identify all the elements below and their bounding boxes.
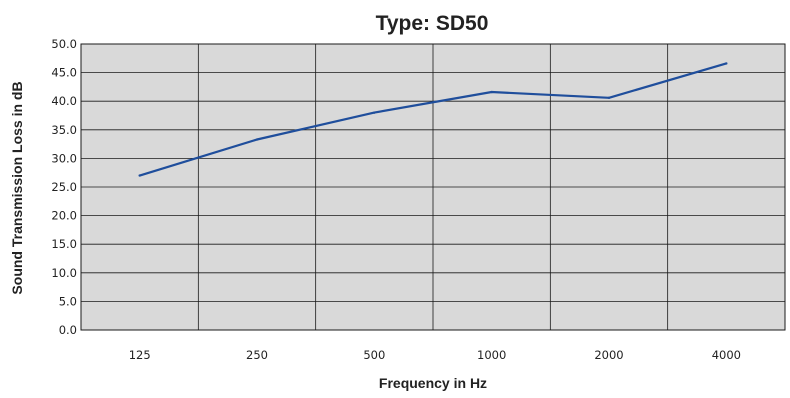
y-tick-label: 15.0 [51,237,77,251]
x-tick-label: 125 [129,348,151,362]
y-axis-label: Sound Transmission Loss in dB [9,81,25,294]
data-point [255,138,259,141]
chart-title: Type: SD50 [376,12,489,35]
data-point [607,96,611,99]
data-point [138,174,141,177]
y-tick-label: 5.0 [59,294,77,308]
data-point [373,111,376,114]
data-point [725,62,728,65]
y-tick-label: 20.0 [51,209,77,223]
y-axis-ticks: 0.0 5.0 10.0 15.0 20.0 25.0 30.0 35.0 40.0 45.0 50… [51,37,77,337]
y-tick-label: 10.0 [51,266,77,280]
y-tick-label: 25.0 [51,180,77,194]
data-point [490,90,493,94]
x-tick-label: 250 [246,348,268,362]
x-tick-label: 2000 [594,348,623,362]
y-tick-label: 0.0 [59,323,77,337]
x-axis-label: Frequency in Hz [379,375,487,391]
plot-area [80,43,786,331]
y-tick-label: 40.0 [51,94,77,108]
y-tick-label: 45.0 [51,66,77,80]
y-tick-label: 35.0 [51,123,77,137]
y-tick-label: 30.0 [51,151,77,165]
x-tick-label: 1000 [477,348,506,362]
x-tick-label: 500 [363,348,385,362]
y-tick-label: 50.0 [51,37,77,51]
x-axis-ticks: 125 250 500 1000 2000 4000 [129,348,741,362]
x-tick-label: 4000 [712,348,741,362]
series-line [139,62,727,177]
